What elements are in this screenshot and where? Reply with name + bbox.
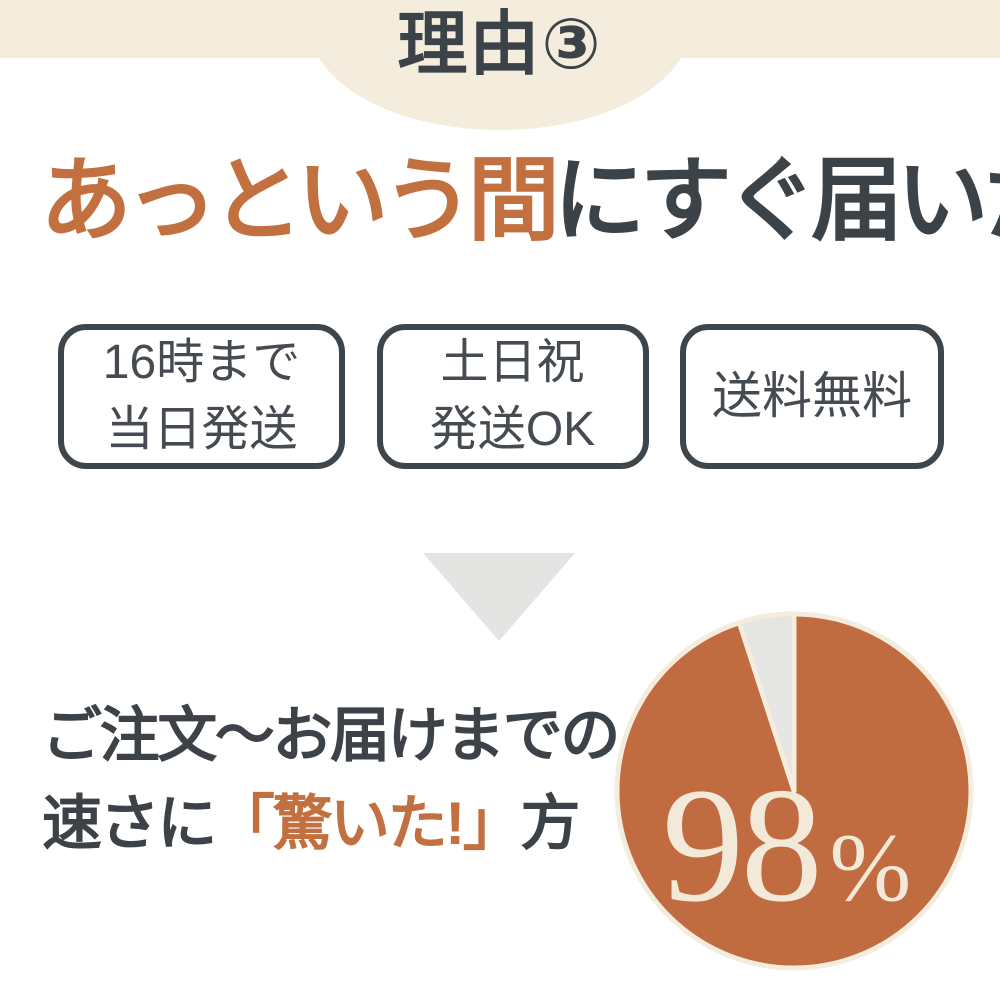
caption-line-2: 速さに「驚いた!」方 <box>42 780 618 868</box>
pie-percentage-number: 98 <box>662 755 823 936</box>
pie-slice-minority <box>736 611 797 794</box>
down-arrow-icon <box>423 553 575 641</box>
badge-row: 16時まで 当日発送 土日祝 発送OK 送料無料 <box>58 324 944 469</box>
pie-percentage-unit: % <box>829 814 912 922</box>
page-title: 理由③ <box>397 5 603 83</box>
headline: あっという間にすぐ届いた! <box>40 146 1000 256</box>
caption: ご注文〜お届けまでの 速さに「驚いた!」方 <box>42 692 620 868</box>
badge-weekend-shipping: 土日祝 発送OK <box>376 324 649 469</box>
caption-text: ご注文〜お届けまでの <box>42 702 620 769</box>
badge-line: 当日発送 <box>105 402 298 456</box>
pie-percentage-label: 98 % <box>662 755 912 936</box>
pie-chart <box>614 611 974 971</box>
caption-text: 速さに <box>42 789 217 857</box>
headline-highlight: あっという間 <box>40 150 560 252</box>
caption-line-1: ご注文〜お届けまでの <box>42 692 620 780</box>
badge-line: 発送OK <box>429 402 596 456</box>
badge-line: 送料無料 <box>712 368 912 424</box>
caption-highlight: 「驚いた!」 <box>214 789 523 857</box>
badge-same-day-shipping: 16時まで 当日発送 <box>58 324 345 469</box>
headline-rest: にすぐ届いた! <box>553 150 1000 252</box>
badge-line: 16時まで <box>102 336 301 390</box>
badge-free-shipping: 送料無料 <box>680 324 944 469</box>
badge-line: 土日祝 <box>440 336 585 390</box>
caption-text: 方 <box>520 789 580 857</box>
